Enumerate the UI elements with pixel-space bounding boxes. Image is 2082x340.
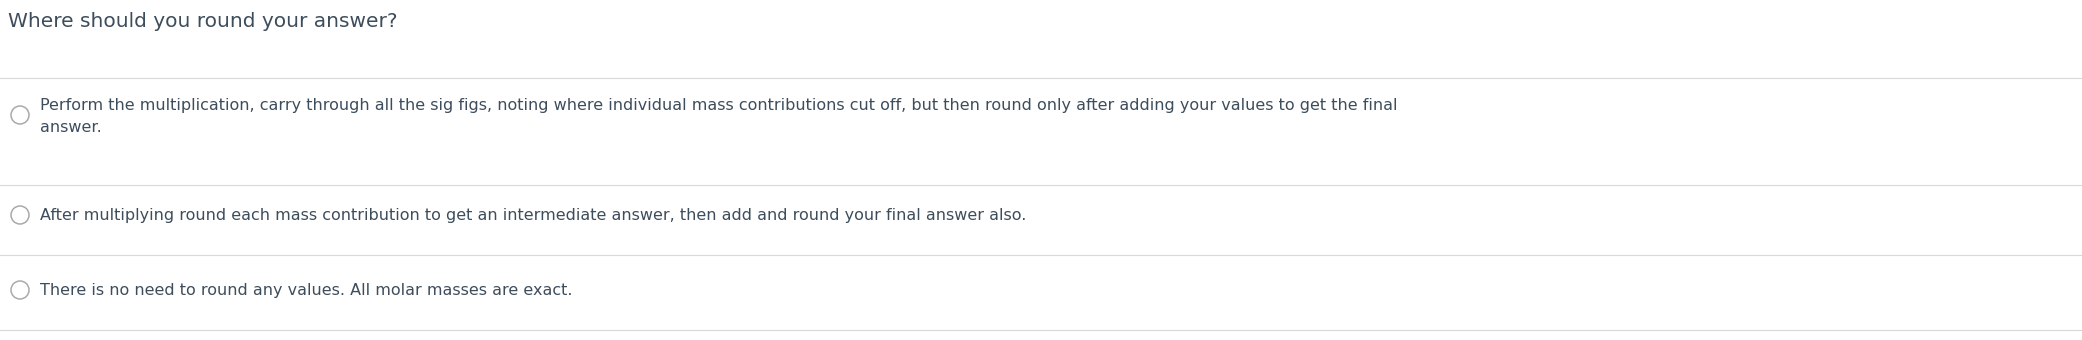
Text: Perform the multiplication, carry through all the sig figs, noting where individ: Perform the multiplication, carry throug… [40,98,1397,135]
Text: After multiplying round each mass contribution to get an intermediate answer, th: After multiplying round each mass contri… [40,208,1026,223]
Text: There is no need to round any values. All molar masses are exact.: There is no need to round any values. Al… [40,283,573,298]
Text: Where should you round your answer?: Where should you round your answer? [8,12,398,31]
